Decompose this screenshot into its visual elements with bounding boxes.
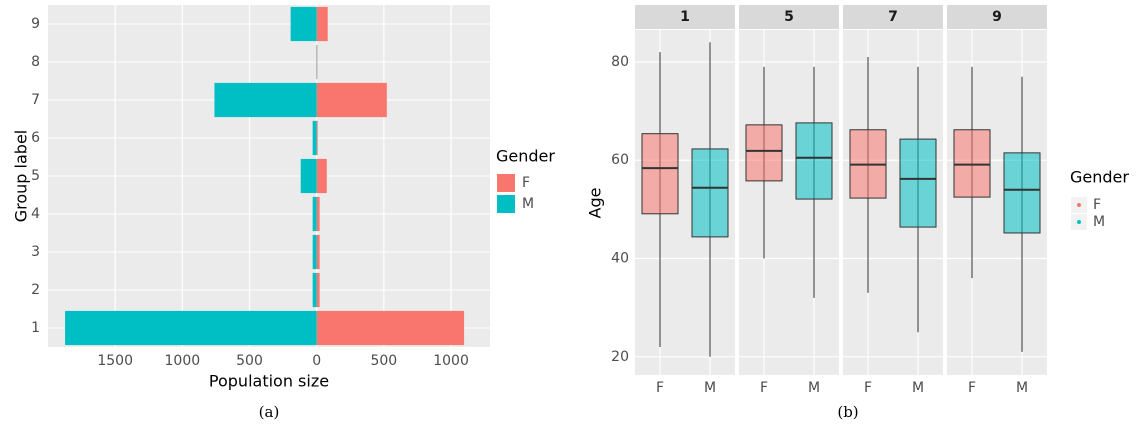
bar (316, 196, 320, 232)
legend-key (497, 195, 515, 213)
y-axis-label: Age (586, 188, 605, 219)
y-tick-label: 7 (31, 92, 40, 108)
y-tick-label: 40 (611, 251, 629, 267)
strip (635, 5, 735, 29)
x-axis-label: Population size (209, 372, 329, 391)
bar (312, 272, 317, 308)
facet-label: 7 (888, 9, 898, 25)
bar (316, 310, 465, 346)
y-tick-label: 60 (611, 152, 629, 168)
bar (290, 6, 317, 42)
x-tick-label: M (912, 380, 924, 396)
x-tick-label: M (704, 380, 716, 396)
caption: (b) (837, 403, 858, 421)
strip (739, 5, 839, 29)
bar (312, 120, 317, 156)
y-tick-label: 2 (31, 282, 40, 298)
y-tick-label: 8 (31, 54, 40, 70)
y-tick-label: 3 (31, 244, 40, 260)
panel (739, 30, 839, 375)
legend-dot (1077, 220, 1081, 224)
facet-label: 9 (992, 9, 1002, 25)
bar (316, 272, 320, 308)
x-tick-label: M (808, 380, 820, 396)
box (899, 138, 937, 228)
bar (214, 82, 317, 118)
bar (316, 82, 387, 118)
box (953, 129, 991, 198)
legend-label: F (522, 175, 530, 191)
legend-label: F (1093, 197, 1101, 213)
legend-label: M (1093, 214, 1105, 230)
x-tick-label: F (864, 380, 872, 396)
box (641, 133, 679, 215)
facet-label: 5 (784, 9, 794, 25)
x-tick-label: F (760, 380, 768, 396)
box (691, 148, 729, 238)
bar (312, 196, 317, 232)
y-tick-label: 80 (611, 54, 629, 70)
bar (300, 158, 317, 194)
y-tick-label: 20 (611, 349, 629, 365)
legend-title: Gender (1070, 168, 1129, 187)
bar (316, 44, 318, 80)
y-tick-label: 1 (31, 320, 40, 336)
x-tick-label: M (1016, 380, 1028, 396)
strip (947, 5, 1047, 29)
y-axis-label: Group label (12, 130, 31, 223)
x-tick-label: F (968, 380, 976, 396)
y-tick-label: 4 (31, 206, 40, 222)
bar (316, 158, 327, 194)
x-tick-label: 1500 (97, 353, 133, 369)
y-tick-label: 9 (31, 16, 40, 32)
bar (316, 234, 320, 270)
bar (312, 234, 317, 270)
x-tick-label: 0 (312, 353, 321, 369)
legend-key (497, 174, 515, 192)
legend-title: Gender (496, 147, 555, 166)
x-tick-label: 1000 (433, 353, 469, 369)
x-tick-label: 500 (236, 353, 263, 369)
bar (65, 310, 317, 346)
box (1003, 152, 1041, 234)
legend-label: M (522, 196, 534, 212)
box (795, 122, 833, 200)
caption: (a) (259, 403, 280, 421)
bar (316, 120, 318, 156)
legend-dot (1077, 203, 1081, 207)
strip (843, 5, 943, 29)
y-tick-label: 5 (31, 168, 40, 184)
x-tick-label: 1000 (165, 353, 201, 369)
box (745, 124, 783, 182)
y-tick-label: 6 (31, 130, 40, 146)
x-tick-label: 500 (370, 353, 397, 369)
x-tick-label: F (656, 380, 664, 396)
bar (316, 6, 328, 42)
facet-label: 1 (680, 9, 690, 25)
